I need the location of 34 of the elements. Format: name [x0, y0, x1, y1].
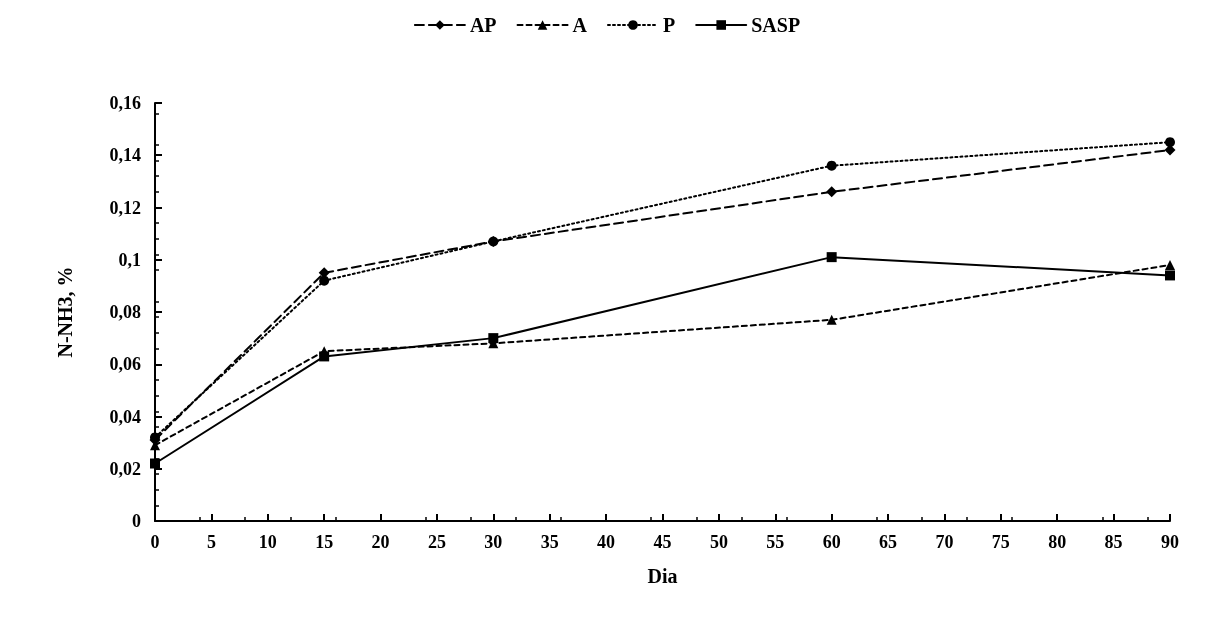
- x-tick-label: 90: [1161, 532, 1179, 552]
- x-tick-label: 5: [206, 532, 216, 552]
- x-tick-label: 40: [597, 532, 616, 552]
- x-tick-label: 0: [150, 532, 160, 552]
- y-tick-label: 0,04: [109, 406, 141, 427]
- y-axis-title: N-NH3, %: [54, 266, 76, 358]
- legend-label: A: [572, 14, 588, 36]
- x-tick-label: 85: [1104, 532, 1123, 552]
- x-tick-label: 30: [484, 532, 503, 552]
- x-tick-label: 35: [540, 532, 559, 552]
- x-tick-label: 75: [991, 532, 1010, 552]
- x-tick-label: 50: [709, 532, 728, 552]
- legend-label: P: [662, 14, 676, 36]
- y-tick-label: 0,12: [109, 197, 141, 218]
- x-tick-label: 25: [427, 532, 446, 552]
- y-tick-label: 0,08: [109, 302, 141, 322]
- legend-label: AP: [469, 14, 497, 36]
- x-tick-label: 45: [653, 532, 672, 552]
- y-tick-label: 0,1: [118, 249, 141, 270]
- y-tick-label: 0,16: [109, 93, 141, 113]
- y-tick-label: 0,14: [109, 145, 141, 166]
- x-tick-label: 10: [258, 532, 277, 552]
- x-tick-label: 65: [879, 532, 898, 552]
- x-tick-label: 60: [822, 532, 841, 552]
- y-tick-label: 0,06: [109, 354, 141, 375]
- x-tick-label: 15: [315, 532, 334, 552]
- x-tick-label: 55: [766, 532, 785, 552]
- legend-label: SASP: [751, 14, 801, 36]
- y-tick-label: 0: [132, 511, 141, 531]
- y-tick-label: 0,02: [109, 458, 141, 479]
- x-tick-label: 80: [1048, 532, 1067, 552]
- x-tick-label: 20: [371, 532, 390, 552]
- x-tick-label: 70: [935, 532, 954, 552]
- x-axis-title: Dia: [647, 565, 678, 587]
